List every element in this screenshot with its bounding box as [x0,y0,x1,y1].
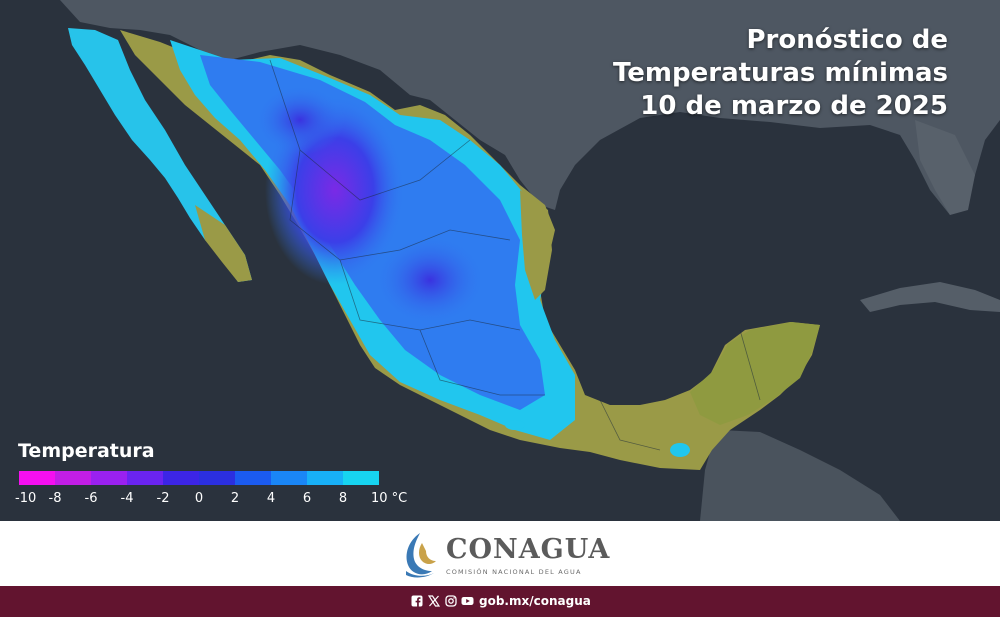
chiapas-mild-spot [670,443,690,457]
cold-core-central [375,235,485,325]
florida [915,120,975,215]
youtube-icon[interactable] [461,594,474,607]
legend-swatch [19,471,55,485]
legend-title: Temperatura [18,440,155,462]
social-icons [410,594,474,607]
legend-swatch [163,471,199,485]
legend-tick-label: -6 [84,491,98,506]
usa-landmass [60,0,1000,215]
legend-tick-label: 8 [338,491,348,506]
temperature-legend: Temperatura -10 -8 -6 -4 -2 0 2 4 6 8 10 °C [15,440,418,511]
legend-color-bar [19,471,379,485]
legend-tick-label: -4 [120,491,134,506]
logo-band: CONAGUA COMISIÓN NACIONAL DEL AGUA [0,521,1000,586]
footer-bar: gob.mx/conagua [0,586,1000,617]
map-title: Pronóstico de Temperaturas mínimas 10 de… [613,24,948,123]
temperature-map: Pronóstico de Temperaturas mínimas 10 de… [0,0,1000,521]
state-borders [269,59,761,451]
legend-tick-label: 2 [230,491,240,506]
legend-tick-label: 0 [194,491,204,506]
legend-tick-label: 6 [302,491,312,506]
title-line-1: Pronóstico de [746,25,949,55]
conagua-emblem-icon [406,533,436,578]
legend-tick-label: -8 [48,491,62,506]
legend-swatch [91,471,127,485]
facebook-icon[interactable] [410,594,423,607]
gulf-coast-warm [520,190,552,300]
x-icon[interactable] [427,594,440,607]
website-link[interactable]: gob.mx/conagua [479,594,591,608]
logo-subtitle: COMISIÓN NACIONAL DEL AGUA [446,568,582,576]
legend-swatch [307,471,343,485]
title-line-2: Temperaturas mínimas [613,58,948,88]
legend-swatch [271,471,307,485]
legend-swatch [55,471,91,485]
legend-swatch [235,471,271,485]
legend-tick-label: 10 °C [371,491,408,506]
cuba [860,282,1000,312]
legend-swatch [343,471,379,485]
baja-south-warm [195,205,252,282]
cold-core-north [255,85,345,155]
logo-name: CONAGUA [446,534,611,565]
legend-tick-label: -2 [156,491,170,506]
legend-ticks: -10 -8 -6 -4 -2 0 2 4 6 8 10 °C [15,491,418,511]
legend-swatch [199,471,235,485]
oaxaca-mild-spot [505,420,525,430]
yucatan [690,322,820,425]
title-line-3: 10 de marzo de 2025 [640,91,948,121]
map-graphic [60,0,1000,521]
legend-swatch [127,471,163,485]
central-america [700,430,900,521]
legend-tick-label: -10 [15,491,37,506]
legend-tick-label: 4 [266,491,276,506]
instagram-icon[interactable] [444,594,457,607]
